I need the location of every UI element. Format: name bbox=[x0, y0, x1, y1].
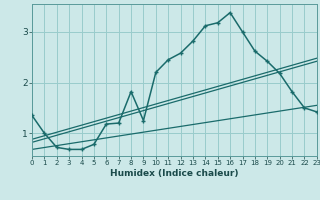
X-axis label: Humidex (Indice chaleur): Humidex (Indice chaleur) bbox=[110, 169, 239, 178]
